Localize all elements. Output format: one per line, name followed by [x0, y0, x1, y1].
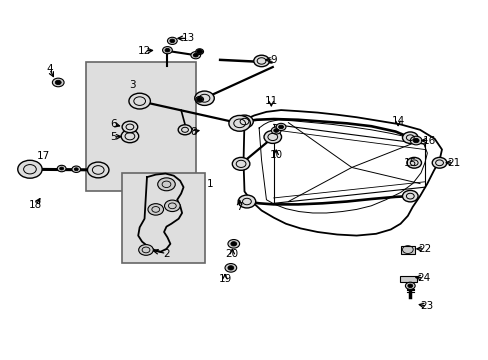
Bar — [400, 246, 414, 253]
Circle shape — [227, 239, 239, 248]
Text: 14: 14 — [391, 116, 404, 126]
Text: 13: 13 — [182, 33, 195, 43]
Circle shape — [194, 91, 214, 105]
Circle shape — [121, 130, 139, 143]
Text: 7: 7 — [236, 202, 243, 212]
Text: 2: 2 — [163, 248, 169, 258]
Circle shape — [87, 162, 109, 178]
Text: 12: 12 — [138, 46, 151, 56]
Circle shape — [196, 49, 202, 54]
Text: 17: 17 — [37, 150, 50, 161]
Circle shape — [232, 157, 249, 170]
Text: 10: 10 — [269, 150, 282, 160]
Circle shape — [253, 55, 269, 67]
Circle shape — [195, 96, 203, 102]
Text: 19: 19 — [218, 274, 231, 284]
Circle shape — [139, 244, 153, 255]
Circle shape — [55, 80, 61, 85]
Circle shape — [402, 190, 417, 202]
Circle shape — [193, 53, 198, 57]
Bar — [86, 62, 195, 191]
Text: 23: 23 — [420, 301, 433, 311]
Circle shape — [405, 282, 414, 289]
Circle shape — [195, 49, 203, 54]
Text: 4: 4 — [46, 64, 53, 74]
Circle shape — [407, 284, 412, 288]
Circle shape — [196, 97, 202, 102]
Text: 1: 1 — [206, 179, 213, 189]
Circle shape — [409, 136, 421, 145]
Circle shape — [167, 37, 177, 44]
Text: 16: 16 — [422, 136, 435, 145]
Circle shape — [271, 127, 281, 134]
Text: 24: 24 — [416, 273, 430, 283]
Text: 20: 20 — [225, 248, 238, 258]
Circle shape — [148, 204, 163, 215]
Circle shape — [164, 200, 180, 212]
Circle shape — [52, 78, 64, 87]
Circle shape — [402, 132, 417, 143]
Circle shape — [278, 125, 283, 129]
Circle shape — [60, 167, 63, 170]
Circle shape — [158, 178, 175, 191]
Circle shape — [412, 138, 418, 143]
Circle shape — [18, 160, 42, 178]
Circle shape — [72, 166, 81, 172]
Text: 5: 5 — [110, 132, 117, 142]
Text: 21: 21 — [447, 158, 460, 168]
Circle shape — [169, 39, 174, 42]
Text: 8: 8 — [190, 127, 196, 136]
Circle shape — [74, 168, 78, 171]
Text: 22: 22 — [417, 244, 430, 254]
Circle shape — [190, 51, 200, 59]
Circle shape — [264, 131, 281, 143]
Circle shape — [164, 48, 169, 52]
Text: 6: 6 — [110, 120, 117, 129]
Circle shape — [224, 264, 236, 272]
Text: 3: 3 — [129, 80, 135, 90]
Circle shape — [230, 242, 236, 246]
Circle shape — [129, 93, 150, 109]
Circle shape — [238, 195, 255, 208]
Circle shape — [122, 121, 138, 133]
Text: 9: 9 — [270, 55, 277, 65]
Bar — [399, 276, 416, 282]
Circle shape — [276, 123, 285, 131]
Circle shape — [227, 266, 233, 270]
Circle shape — [406, 157, 421, 168]
Circle shape — [228, 116, 250, 131]
Circle shape — [162, 46, 172, 54]
Circle shape — [235, 115, 253, 128]
Circle shape — [178, 125, 191, 135]
Circle shape — [431, 157, 446, 168]
Circle shape — [57, 165, 66, 172]
Text: 11: 11 — [264, 96, 277, 106]
Text: 15: 15 — [403, 158, 416, 168]
Bar — [122, 173, 205, 263]
Circle shape — [273, 129, 278, 132]
Text: 18: 18 — [29, 200, 42, 210]
